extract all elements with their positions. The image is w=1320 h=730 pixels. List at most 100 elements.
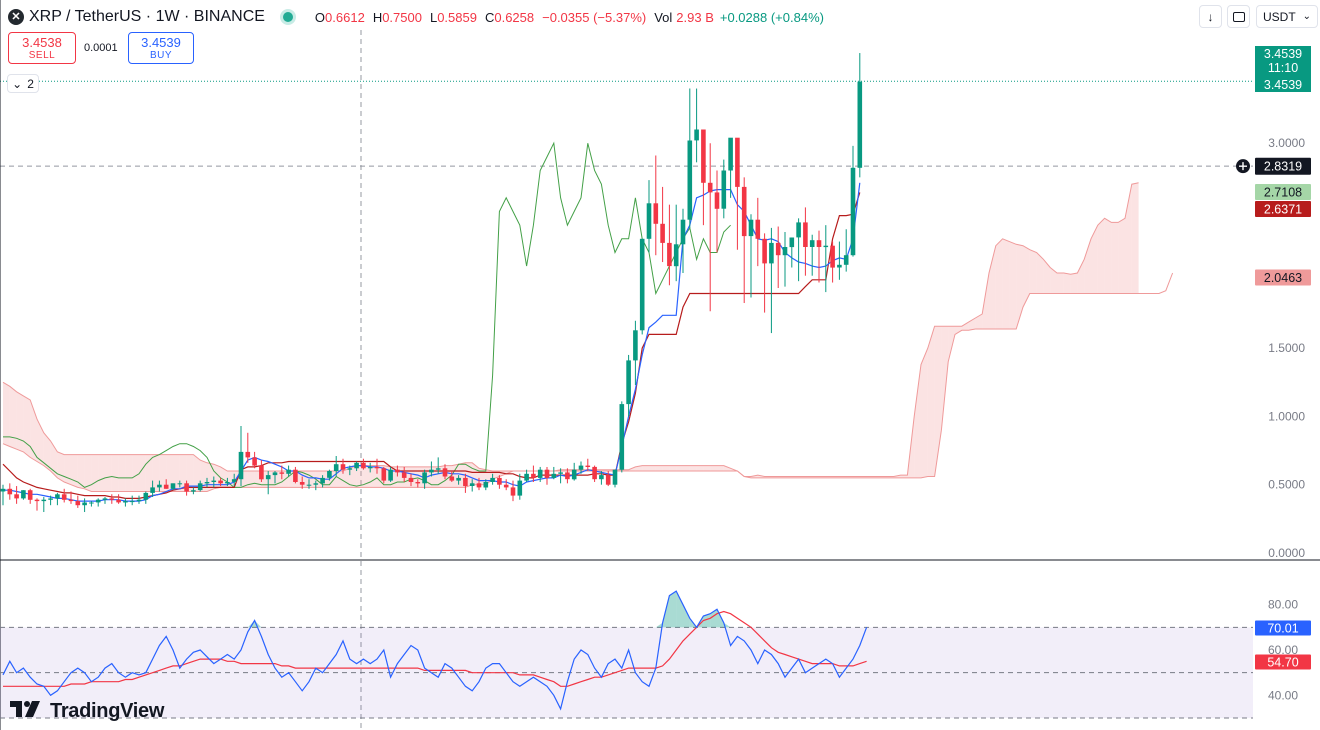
candle-body — [68, 499, 74, 502]
rsi-value-label-text: 70.01 — [1267, 622, 1298, 636]
indicators-collapse-button[interactable]: ⌄ 2 — [7, 74, 39, 93]
price-tick-label: 3.0000 — [1268, 136, 1305, 150]
cloud-segment — [723, 465, 731, 471]
rsi-overbought-fill — [703, 613, 711, 628]
candle-body — [333, 464, 339, 471]
ohlc-value: 0.5859 — [437, 9, 477, 25]
cloud-segment — [343, 468, 350, 488]
candle-body — [401, 472, 407, 478]
candle-body — [170, 483, 176, 489]
rsi-ma-value-label: 54.70 — [1255, 654, 1311, 670]
cloud-segment — [98, 454, 105, 492]
cloud-segment — [955, 326, 962, 335]
cloud-segment — [145, 454, 153, 492]
cloud-segment — [179, 454, 187, 492]
candle-body — [231, 479, 237, 482]
plus-cross — [1239, 162, 1247, 171]
candle-body — [571, 469, 577, 480]
candle-body — [469, 483, 475, 486]
ohlc-label: L — [429, 9, 438, 25]
candle-body — [592, 466, 597, 480]
cloud-segment — [111, 454, 119, 492]
ohlc-label: H — [372, 9, 383, 25]
market-status-dot-icon[interactable] — [282, 12, 293, 22]
candle-body — [714, 192, 720, 209]
cloud-segment — [336, 471, 343, 488]
ohlc-value: 0.7500 — [382, 9, 422, 25]
cloud-segment — [1063, 273, 1071, 294]
cloud-segment — [1118, 218, 1125, 294]
cloud-segment — [1091, 225, 1098, 294]
cloud-segment — [703, 465, 711, 471]
candle-body — [82, 502, 87, 506]
sell-button[interactable]: 3.4538 SELL — [8, 32, 76, 64]
candle-body — [408, 477, 414, 482]
cloud-segment — [941, 326, 949, 431]
cloud-segment — [1029, 249, 1037, 294]
lagging-span-line — [3, 141, 731, 488]
candle-body — [803, 222, 808, 247]
cloud-segment — [37, 419, 44, 466]
cloud-segment — [961, 322, 969, 331]
candle-body — [218, 480, 223, 484]
cloud-segment — [1131, 182, 1139, 294]
candle-body — [265, 475, 271, 480]
rsi-ma-value-label-box — [1255, 654, 1311, 670]
currency-select[interactable]: USDT ⌄ — [1256, 5, 1318, 28]
candle-body — [755, 219, 761, 239]
cloud-segment — [717, 465, 724, 471]
candle-body — [48, 498, 53, 500]
cloud-segment — [676, 465, 683, 471]
conversion-price-label-text: 2.7108 — [1264, 186, 1302, 200]
chevron-down-icon: ⌄ — [12, 76, 23, 91]
candle-body — [850, 167, 856, 256]
sell-price: 3.4538 — [22, 35, 62, 50]
candle-body — [741, 186, 747, 237]
candle-body — [259, 465, 264, 480]
scroll-to-latest-button[interactable]: ↓ — [1199, 5, 1222, 28]
cloud-segment — [9, 386, 17, 450]
chevron-down-icon: ⌄ — [1302, 11, 1311, 22]
cloud-segment — [71, 454, 78, 488]
rsi-overbought-fill — [710, 609, 717, 628]
candle-body — [75, 501, 81, 506]
candle-body — [177, 483, 183, 485]
cloud-segment — [3, 382, 10, 447]
rsi-value-label-box — [1255, 620, 1311, 636]
candle-body — [388, 469, 393, 481]
rsi-overbought-fill — [655, 622, 663, 628]
cloud-segment — [982, 273, 989, 329]
rsi-overbought-fill — [676, 591, 683, 628]
candle-body — [123, 501, 128, 503]
ohlc-label: C — [484, 9, 495, 25]
cloud-segment — [50, 441, 58, 478]
candle-body — [701, 129, 706, 183]
base-price-label-box — [1255, 201, 1311, 217]
volume-label: Vol — [654, 9, 673, 25]
candle-body — [7, 488, 13, 495]
current-price-box — [1255, 46, 1311, 92]
cloud-segment — [43, 432, 51, 471]
candle-body — [646, 203, 652, 239]
buy-button[interactable]: 3.4539 BUY — [128, 32, 194, 64]
price-tick-label: 0.0000 — [1268, 546, 1305, 560]
candle-body — [782, 247, 788, 256]
fullscreen-button[interactable] — [1227, 5, 1250, 28]
cloud-segment — [642, 465, 649, 471]
candle-body — [843, 255, 849, 265]
xrp-logo-icon: ✕ — [8, 9, 24, 25]
candle-body — [762, 238, 767, 264]
ohlc-legend: O 0.6612 H 0.7500 L 0.5859 C 0.6258 −0.0355 … — [307, 10, 824, 25]
cloud-segment — [900, 475, 908, 478]
candle-body — [320, 477, 325, 484]
symbol-title[interactable]: XRP / TetherUS · 1W · BINANCE — [29, 8, 265, 25]
candle-body — [653, 203, 659, 224]
candle-body — [551, 473, 557, 478]
cloud-segment — [118, 454, 126, 492]
cloud-segment — [975, 314, 983, 329]
candle-body — [517, 480, 523, 496]
cloud-segment — [1009, 241, 1017, 329]
cloud-segment — [77, 454, 85, 489]
